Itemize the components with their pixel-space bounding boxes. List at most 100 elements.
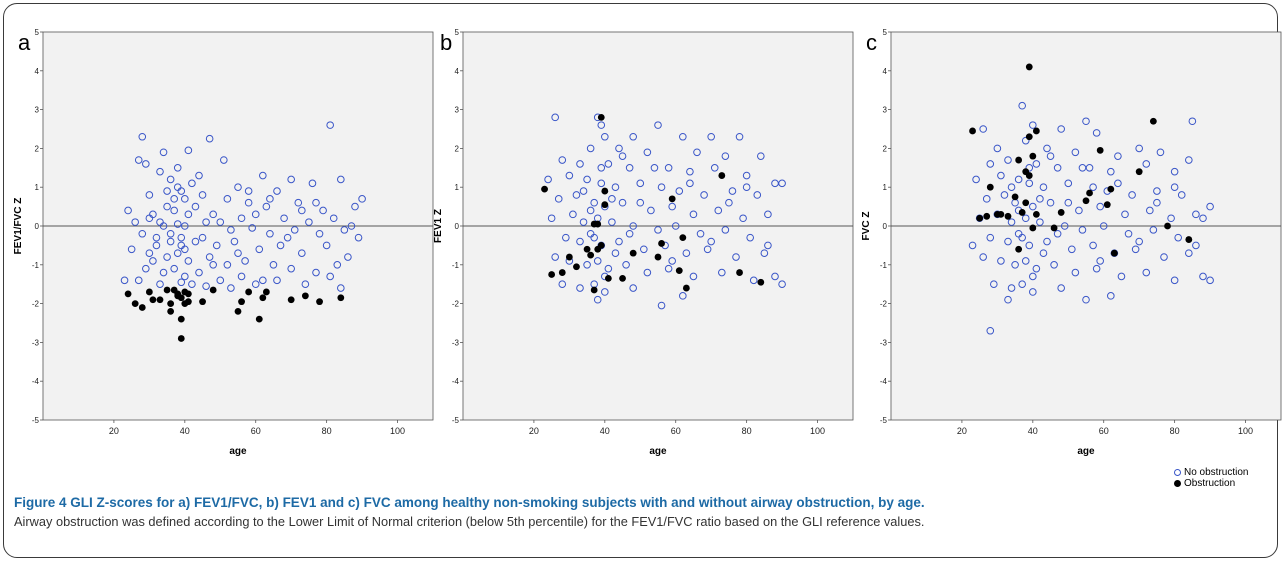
y-tick-label: 4: [455, 67, 460, 76]
y-tick-label: 1: [35, 183, 40, 192]
y-axis-label: FVC Z: [861, 212, 872, 241]
data-point-no-obstruction: [1192, 241, 1200, 250]
panel-letter: b: [440, 30, 452, 55]
figure-note: Airway obstruction was defined according…: [14, 514, 925, 529]
data-point-no-obstruction: [230, 237, 239, 246]
data-point-no-obstruction: [159, 268, 168, 277]
data-point-no-obstruction: [1068, 245, 1076, 254]
data-point-no-obstruction: [163, 187, 171, 195]
data-point-no-obstruction: [156, 167, 164, 176]
data-point-no-obstruction: [1007, 284, 1016, 292]
data-point-no-obstruction: [209, 261, 217, 269]
x-tick-label: 60: [671, 426, 681, 436]
data-point-no-obstruction: [134, 276, 143, 285]
data-point-no-obstruction: [1082, 295, 1090, 304]
data-point-no-obstruction: [134, 156, 143, 164]
data-point-no-obstruction: [340, 226, 349, 234]
data-point-no-obstruction: [1018, 101, 1026, 110]
data-point-no-obstruction: [1096, 202, 1104, 211]
data-point-no-obstruction: [739, 214, 747, 223]
data-point-no-obstruction: [1114, 152, 1122, 160]
data-point-no-obstruction: [276, 241, 285, 250]
data-point-no-obstruction: [693, 148, 701, 157]
data-point-no-obstruction: [181, 245, 189, 254]
y-tick-label: -2: [452, 300, 460, 309]
data-point-no-obstruction: [636, 179, 645, 188]
data-point-obstruction: [1029, 224, 1037, 232]
x-axis-label: age: [1077, 446, 1095, 457]
data-point-no-obstruction: [191, 237, 200, 246]
data-point-obstruction: [558, 269, 566, 276]
data-point-no-obstruction: [668, 257, 676, 265]
data-point-no-obstruction: [315, 229, 324, 238]
data-point-no-obstruction: [746, 233, 754, 242]
y-axis-label: FEV1 Z: [433, 209, 444, 243]
data-point-obstruction: [184, 290, 192, 298]
data-point-no-obstruction: [234, 249, 242, 257]
series-obstruction: [124, 286, 345, 342]
data-point-no-obstruction: [191, 202, 200, 211]
data-point-no-obstruction: [1089, 183, 1097, 191]
data-point-no-obstruction: [188, 280, 196, 289]
data-point-no-obstruction: [344, 253, 352, 261]
data-point-no-obstruction: [771, 272, 779, 281]
data-point-no-obstruction: [753, 191, 762, 199]
data-point-no-obstruction: [590, 233, 598, 242]
data-point-no-obstruction: [597, 121, 606, 129]
data-point-no-obstruction: [572, 191, 581, 199]
y-tick-label: 2: [455, 144, 460, 153]
data-point-no-obstruction: [1039, 183, 1048, 191]
data-point-no-obstruction: [1078, 164, 1087, 172]
data-point-no-obstruction: [997, 257, 1005, 265]
data-point-no-obstruction: [1192, 210, 1200, 219]
data-point-obstruction: [199, 298, 206, 306]
data-point-no-obstruction: [1170, 276, 1179, 285]
data-point-no-obstruction: [1060, 222, 1069, 230]
data-point-no-obstruction: [1199, 272, 1207, 281]
data-point-no-obstruction: [138, 229, 147, 238]
x-tick-label: 20: [109, 426, 119, 436]
data-point-no-obstruction: [615, 237, 623, 246]
data-point-no-obstruction: [262, 202, 271, 211]
data-point-no-obstruction: [1029, 202, 1037, 211]
data-point-obstruction: [238, 298, 245, 306]
data-point-obstruction: [604, 274, 612, 282]
data-point-no-obstruction: [625, 229, 634, 238]
data-point-no-obstruction: [569, 210, 577, 219]
data-point-no-obstruction: [223, 195, 232, 203]
data-point-no-obstruction: [1117, 272, 1126, 281]
data-point-no-obstruction: [198, 233, 207, 242]
data-point-no-obstruction: [657, 301, 666, 310]
data-point-no-obstruction: [152, 233, 161, 242]
data-point-no-obstruction: [679, 132, 687, 141]
data-point-no-obstruction: [124, 206, 132, 215]
data-point-no-obstruction: [337, 284, 345, 292]
data-point-obstruction: [654, 253, 662, 261]
data-point-obstruction: [163, 286, 171, 294]
data-point-obstruction: [675, 267, 683, 275]
y-tick-label: 3: [455, 106, 460, 115]
data-point-obstruction: [1015, 156, 1023, 164]
y-tick-label: 0: [35, 222, 40, 231]
data-point-no-obstruction: [259, 171, 267, 180]
y-tick-label: 2: [883, 144, 888, 153]
y-tick-label: 0: [455, 222, 460, 231]
data-point-no-obstruction: [982, 195, 991, 203]
data-point-obstruction: [619, 274, 626, 282]
data-point-no-obstruction: [986, 233, 995, 242]
data-point-no-obstruction: [266, 229, 274, 238]
data-point-obstruction: [1164, 222, 1171, 230]
data-point-obstruction: [167, 300, 175, 307]
data-point-no-obstruction: [565, 171, 574, 180]
data-point-no-obstruction: [732, 253, 740, 261]
data-point-no-obstruction: [1114, 179, 1122, 188]
data-point-no-obstruction: [1036, 195, 1044, 203]
x-tick-label: 80: [742, 426, 752, 436]
data-point-no-obstruction: [778, 280, 786, 289]
data-point-no-obstruction: [576, 237, 584, 246]
y-tick-label: 3: [35, 106, 40, 115]
data-point-no-obstruction: [629, 284, 637, 292]
data-point-no-obstruction: [159, 222, 168, 230]
data-point-no-obstruction: [636, 198, 645, 207]
data-point-obstruction: [316, 298, 323, 306]
